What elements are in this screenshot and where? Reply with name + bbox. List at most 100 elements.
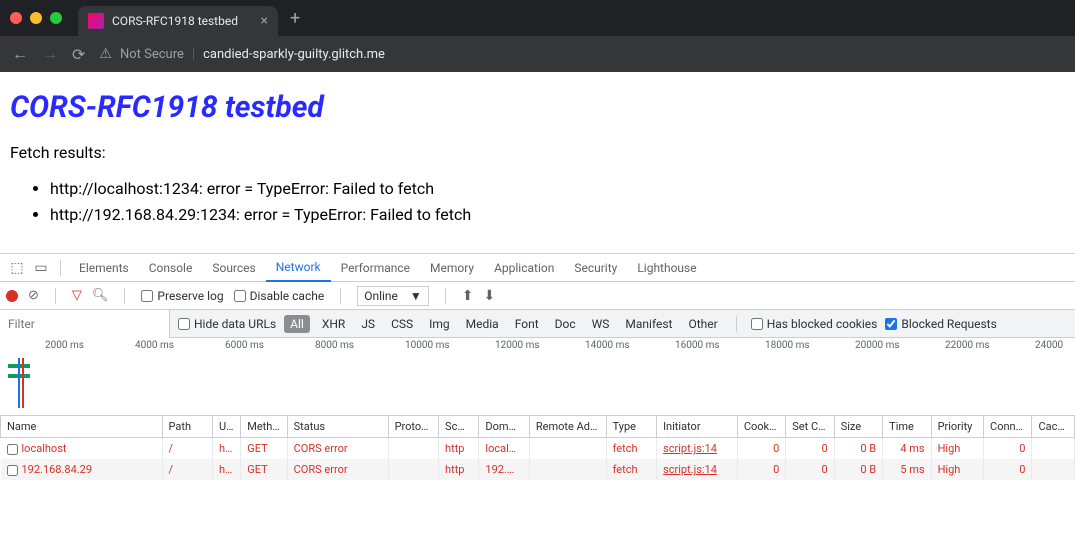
- forward-button[interactable]: →: [42, 44, 58, 64]
- column-header[interactable]: Time: [883, 416, 931, 438]
- cell-name: localhost: [1, 438, 163, 460]
- has-blocked-cookies-checkbox[interactable]: Has blocked cookies: [751, 317, 878, 331]
- devtools-tab-memory[interactable]: Memory: [420, 254, 484, 282]
- minimize-window-button[interactable]: [30, 12, 42, 24]
- network-filter-bar: Hide data URLs All XHR JS CSS Img Media Font Do…: [0, 310, 1075, 338]
- reload-button[interactable]: ⟳: [72, 45, 85, 64]
- blocked-requests-checkbox[interactable]: Blocked Requests: [885, 317, 996, 331]
- record-button[interactable]: [6, 290, 18, 302]
- cell-conn: 0: [984, 459, 1032, 480]
- row-checkbox[interactable]: [7, 444, 18, 455]
- devtools-tab-lighthouse[interactable]: Lighthouse: [627, 254, 706, 282]
- initiator-link[interactable]: script.js:14: [663, 442, 717, 455]
- timeline-mark: 6000 ms: [225, 340, 264, 351]
- close-tab-icon[interactable]: ×: [261, 13, 268, 29]
- filter-type-font[interactable]: Font: [511, 315, 543, 333]
- column-header[interactable]: Priority: [931, 416, 983, 438]
- cell-status: CORS error: [287, 459, 388, 480]
- filter-type-manifest[interactable]: Manifest: [621, 315, 676, 333]
- download-icon[interactable]: ⬇: [483, 288, 495, 304]
- filter-type-img[interactable]: Img: [425, 315, 454, 333]
- address-bar: ← → ⟳ ⚠ Not Secure | candied-sparkly-gui…: [0, 36, 1075, 72]
- column-header[interactable]: Sc…: [439, 416, 479, 438]
- devtools-tab-bar: ⬚ ▭ ElementsConsoleSourcesNetworkPerform…: [0, 254, 1075, 282]
- device-toolbar-icon[interactable]: ▭: [30, 260, 52, 276]
- timeline-mark: 4000 ms: [135, 340, 174, 351]
- network-table: NamePathU…Meth…StatusProto…Sc…Dom…Remote…: [0, 416, 1075, 480]
- filter-icon[interactable]: ▽: [72, 288, 82, 303]
- cell-method: GET: [241, 459, 287, 480]
- cell-time: 5 ms: [883, 459, 931, 480]
- column-header[interactable]: Dom…: [479, 416, 529, 438]
- cell-domain: 192.…: [479, 459, 529, 480]
- back-button[interactable]: ←: [12, 44, 28, 64]
- hide-data-urls-checkbox[interactable]: Hide data URLs: [178, 317, 276, 331]
- column-header[interactable]: Set C…: [786, 416, 834, 438]
- devtools-tab-console[interactable]: Console: [139, 254, 203, 282]
- disable-cache-checkbox[interactable]: Disable cache: [234, 289, 325, 303]
- network-toolbar: ⊘ ▽ 🔍︎ Preserve log Disable cache Online…: [0, 282, 1075, 310]
- browser-tab[interactable]: CORS-RFC1918 testbed ×: [78, 6, 278, 36]
- column-header[interactable]: Proto…: [388, 416, 438, 438]
- network-timeline[interactable]: 2000 ms4000 ms6000 ms8000 ms10000 ms1200…: [0, 338, 1075, 416]
- filter-type-all[interactable]: All: [284, 315, 310, 333]
- cell-conn: 0: [984, 438, 1032, 460]
- close-window-button[interactable]: [10, 12, 22, 24]
- divider: [736, 316, 737, 332]
- filter-type-doc[interactable]: Doc: [551, 315, 580, 333]
- column-header[interactable]: Cac…: [1032, 416, 1075, 438]
- devtools-tab-security[interactable]: Security: [564, 254, 627, 282]
- column-header[interactable]: Initiator: [657, 416, 738, 438]
- divider: [60, 260, 61, 276]
- throttling-select[interactable]: Online ▼: [357, 286, 429, 306]
- initiator-link[interactable]: script.js:14: [663, 463, 717, 476]
- filter-type-js[interactable]: JS: [357, 315, 379, 333]
- column-header[interactable]: Name: [1, 416, 163, 438]
- preserve-log-checkbox[interactable]: Preserve log: [141, 289, 223, 303]
- devtools-tab-sources[interactable]: Sources: [202, 254, 265, 282]
- table-row[interactable]: localhost/h…GETCORS errorhttplocal…fetch…: [1, 438, 1075, 460]
- column-header[interactable]: Path: [162, 416, 212, 438]
- search-icon[interactable]: 🔍︎: [92, 288, 109, 303]
- maximize-window-button[interactable]: [50, 12, 62, 24]
- filter-type-other[interactable]: Other: [684, 315, 721, 333]
- divider: [340, 288, 341, 304]
- cell-domain: local…: [479, 438, 529, 460]
- url-text: candied-sparkly-guilty.glitch.me: [203, 47, 385, 62]
- inspect-icon[interactable]: ⬚: [6, 260, 28, 276]
- column-header[interactable]: Cook…: [737, 416, 785, 438]
- devtools-tab-performance[interactable]: Performance: [331, 254, 420, 282]
- filter-type-ws[interactable]: WS: [588, 315, 614, 333]
- cell-priority: High: [931, 459, 983, 480]
- filter-type-xhr[interactable]: XHR: [318, 315, 349, 333]
- column-header[interactable]: Conn…: [984, 416, 1032, 438]
- new-tab-button[interactable]: +: [290, 8, 300, 29]
- page-subtitle: Fetch results:: [10, 143, 1065, 162]
- upload-icon[interactable]: ⬆: [462, 288, 474, 304]
- clear-icon[interactable]: ⊘: [28, 288, 39, 303]
- cell-proto: [388, 459, 438, 480]
- table-row[interactable]: 192.168.84.29/h…GETCORS errorhttp192.…fe…: [1, 459, 1075, 480]
- cell-type: fetch: [606, 438, 656, 460]
- devtools-tab-application[interactable]: Application: [484, 254, 564, 282]
- filter-input[interactable]: [0, 310, 170, 338]
- column-header[interactable]: Status: [287, 416, 388, 438]
- column-header[interactable]: Remote Ad…: [529, 416, 606, 438]
- url-display[interactable]: ⚠ Not Secure | candied-sparkly-guilty.gl…: [99, 46, 385, 62]
- column-header[interactable]: Meth…: [241, 416, 287, 438]
- security-status: Not Secure: [120, 47, 184, 62]
- page-content: CORS-RFC1918 testbed Fetch results: http…: [0, 72, 1075, 253]
- cell-size: 0 B: [834, 459, 882, 480]
- column-header[interactable]: U…: [212, 416, 240, 438]
- divider: [445, 288, 446, 304]
- filter-type-css[interactable]: CSS: [387, 315, 417, 333]
- column-header[interactable]: Size: [834, 416, 882, 438]
- window-controls: [10, 12, 62, 24]
- timeline-mark: 10000 ms: [405, 340, 450, 351]
- devtools-tab-network[interactable]: Network: [266, 254, 331, 282]
- column-header[interactable]: Type: [606, 416, 656, 438]
- divider: [124, 288, 125, 304]
- devtools-tab-elements[interactable]: Elements: [69, 254, 139, 282]
- filter-type-media[interactable]: Media: [462, 315, 503, 333]
- row-checkbox[interactable]: [7, 465, 18, 476]
